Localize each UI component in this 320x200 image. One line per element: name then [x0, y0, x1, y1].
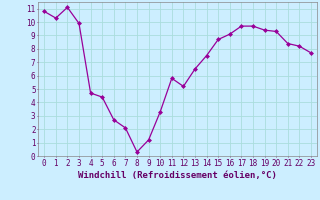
- X-axis label: Windchill (Refroidissement éolien,°C): Windchill (Refroidissement éolien,°C): [78, 171, 277, 180]
